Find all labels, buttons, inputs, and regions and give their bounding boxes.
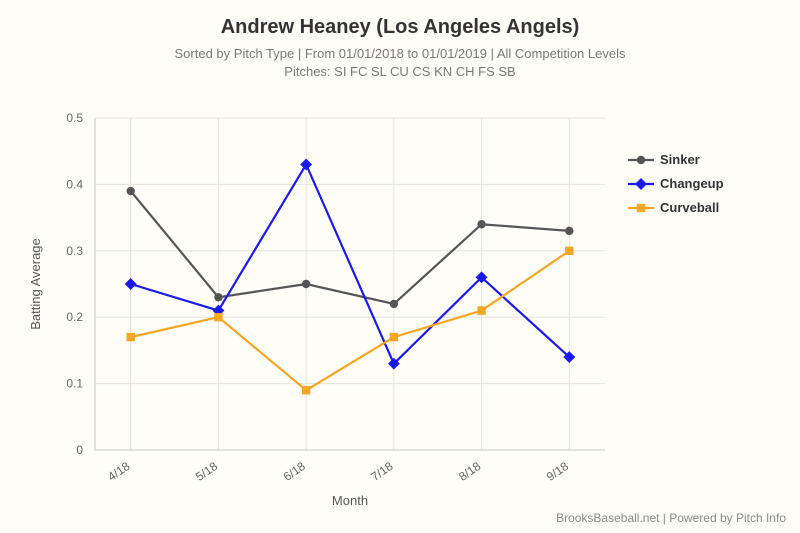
legend-item-curveball: Curveball bbox=[628, 200, 719, 215]
y-tick-label: 0.1 bbox=[66, 377, 83, 391]
x-tick-label: 5/18 bbox=[193, 459, 220, 484]
gridlines bbox=[95, 118, 605, 450]
x-tick-label: 9/18 bbox=[544, 459, 571, 484]
legend-item-sinker: Sinker bbox=[628, 152, 700, 167]
chart-canvas: 0 0.1 0.2 0.3 0.4 0.5 4/18 5/18 6/18 7/18 8/18 9/18… bbox=[0, 0, 800, 533]
x-tick-label: 4/18 bbox=[105, 459, 132, 484]
legend-item-changeup: Changeup bbox=[628, 176, 724, 191]
x-tick-label: 6/18 bbox=[281, 459, 308, 484]
legend-label: Changeup bbox=[660, 176, 724, 191]
y-tick-label: 0 bbox=[76, 443, 83, 457]
x-tick-label: 8/18 bbox=[456, 459, 483, 484]
x-tick-label: 7/18 bbox=[368, 459, 395, 484]
y-tick-label: 0.4 bbox=[66, 177, 83, 191]
legend-label: Sinker bbox=[660, 152, 700, 167]
footer-attribution: BrooksBaseball.net | Powered by Pitch In… bbox=[556, 511, 786, 525]
legend-label: Curveball bbox=[660, 200, 719, 215]
y-tick-label: 0.3 bbox=[66, 244, 83, 258]
series-sinker bbox=[127, 187, 574, 308]
y-tick-label: 0.5 bbox=[66, 111, 83, 125]
x-axis-label: Month bbox=[332, 493, 368, 508]
y-tick-label: 0.2 bbox=[66, 310, 83, 324]
y-axis-label: Batting Average bbox=[28, 238, 43, 330]
